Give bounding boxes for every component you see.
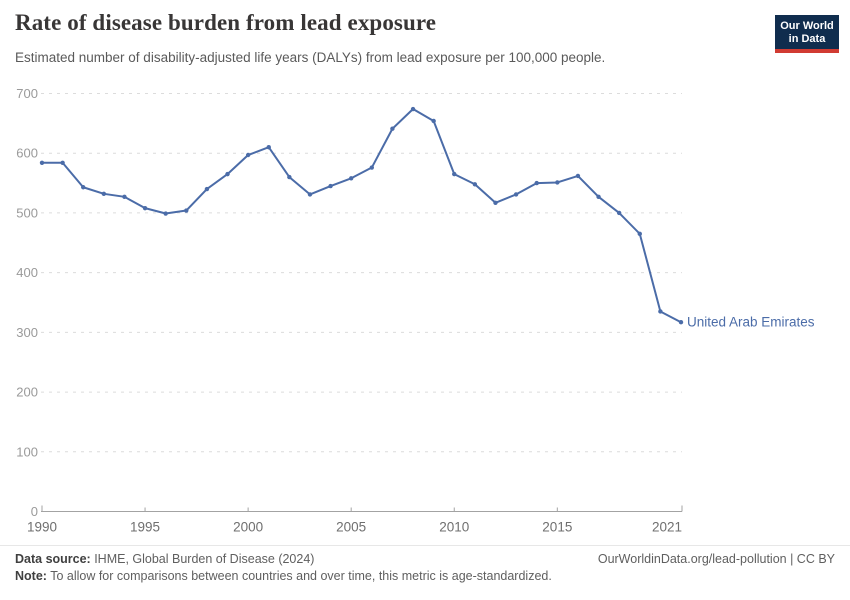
chart-footer: Data source: IHME, Global Burden of Dise…	[0, 545, 850, 583]
data-point-2015	[555, 180, 560, 185]
x-tick-label-2005: 2005	[336, 520, 366, 535]
data-source-text: IHME, Global Burden of Disease (2024)	[90, 552, 315, 566]
data-point-2001	[266, 145, 271, 150]
owid-logo-line2: in Data	[788, 32, 826, 45]
data-point-2012	[493, 200, 498, 205]
data-point-1996	[163, 211, 168, 216]
data-source-label: Data source:	[15, 552, 91, 566]
page-title: Rate of disease burden from lead exposur…	[15, 10, 437, 35]
footer-link[interactable]: OurWorldinData.org/lead-pollution | CC B…	[597, 552, 835, 566]
y-tick-label-400: 400	[16, 265, 38, 280]
x-tick-label-1995: 1995	[130, 520, 160, 535]
x-tick-label-2000: 2000	[233, 520, 263, 535]
y-tick-label-100: 100	[16, 444, 38, 459]
data-point-2008	[410, 106, 416, 112]
data-point-2003	[307, 192, 313, 197]
y-tick-label-500: 500	[16, 205, 38, 220]
data-point-2006	[369, 165, 375, 170]
y-tick-label-700: 700	[16, 86, 38, 101]
data-point-2007	[390, 126, 395, 131]
data-point-2017	[596, 194, 601, 200]
y-tick-label-200: 200	[16, 385, 38, 400]
y-tick-label-300: 300	[16, 325, 38, 340]
y-tick-label-0: 0	[31, 504, 38, 519]
data-point-2013	[513, 192, 519, 197]
data-point-2005	[348, 176, 354, 181]
x-tick-label-2010: 2010	[439, 520, 469, 535]
series-line	[41, 108, 682, 324]
data-point-2016	[575, 173, 581, 179]
note-label: Note:	[15, 569, 47, 583]
x-tick-label-2015: 2015	[542, 520, 572, 535]
data-point-1991	[60, 160, 65, 165]
y-tick-label-600: 600	[16, 146, 38, 161]
x-tick-label-1990: 1990	[27, 520, 57, 535]
data-point-2014	[534, 180, 539, 186]
data-point-2018	[616, 210, 622, 216]
data-point-1993	[101, 191, 107, 197]
data-point-2002	[287, 174, 292, 180]
data-point-1999	[225, 171, 230, 177]
data-point-2004	[328, 183, 333, 189]
data-point-2011	[472, 182, 478, 187]
series-end-label: United Arab Emirates	[687, 315, 815, 330]
data-point-2019	[637, 231, 642, 237]
data-source-line: Data source: IHME, Global Burden of Dise…	[15, 552, 314, 566]
data-point-1994	[122, 194, 127, 200]
data-point-1990	[39, 160, 45, 165]
note-text: To allow for comparisons between countri…	[46, 569, 552, 583]
chart-subtitle: Estimated number of disability-adjusted …	[15, 50, 606, 65]
data-point-2021	[678, 320, 684, 325]
data-point-1997	[184, 208, 189, 213]
note-line: Note: To allow for comparisons between c…	[15, 569, 835, 583]
data-point-1992	[81, 185, 86, 190]
data-point-1998	[204, 186, 210, 192]
x-tick-label-2021: 2021	[652, 520, 682, 535]
data-point-2009	[431, 118, 436, 124]
data-point-2020	[658, 309, 663, 314]
owid-logo-line1: Our World	[780, 19, 834, 32]
data-point-2010	[452, 171, 457, 177]
owid-logo[interactable]: Our World in Data	[775, 15, 839, 53]
data-point-2000	[245, 152, 251, 158]
data-point-1995	[142, 205, 148, 211]
